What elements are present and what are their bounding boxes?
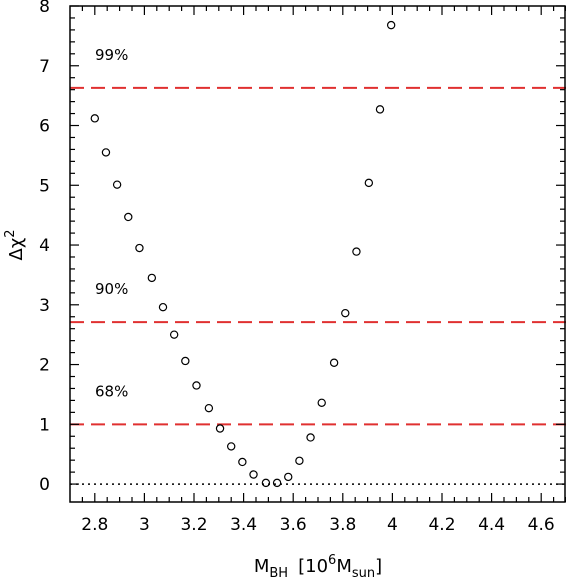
y-tick-label: 8: [39, 0, 50, 17]
y-axis-title: Δχ2: [3, 230, 27, 261]
y-tick-label: 0: [39, 475, 50, 495]
data-point: [238, 457, 247, 467]
data-point: [158, 302, 168, 312]
data-point: [181, 356, 190, 366]
x-tick-label: 4.4: [478, 515, 505, 535]
y-tick-label: 4: [39, 236, 50, 256]
data-point: [329, 358, 339, 367]
x-axis: 2.8 3 3.2 3.4 3.6 3.8 4 4.2 4.4 4.6: [81, 6, 566, 535]
confidence-labels: 68% 90% 99%: [95, 46, 128, 400]
data-point: [101, 148, 111, 157]
y-tick-label: 3: [39, 296, 50, 316]
data-point: [226, 442, 236, 451]
data-point: [249, 470, 258, 479]
data-point: [261, 478, 271, 488]
data-point: [306, 433, 315, 442]
x-tick-label: 3.2: [180, 515, 207, 535]
confidence-label-68: 68%: [95, 382, 128, 400]
data-point: [135, 243, 144, 253]
x-tick-label: 3.8: [329, 515, 356, 535]
x-tick-label: 2.8: [81, 515, 108, 535]
data-point: [169, 330, 179, 339]
data-point: [112, 180, 122, 189]
data-point: [341, 308, 350, 318]
y-tick-label: 2: [39, 356, 50, 376]
data-point: [317, 398, 326, 407]
data-point: [386, 20, 396, 30]
x-tick-label: 3.4: [230, 515, 257, 535]
y-tick-label: 5: [39, 176, 50, 196]
x-tick-label: 3.6: [280, 515, 307, 535]
data-point: [284, 472, 293, 482]
data-point: [352, 247, 361, 256]
data-point: [204, 403, 214, 413]
x-tick-label: 4.2: [428, 515, 455, 535]
data-point: [295, 456, 304, 465]
confidence-label-90: 90%: [95, 280, 128, 298]
x-tick-label: 3: [139, 515, 150, 535]
y-tick-label: 7: [39, 57, 50, 77]
data-point: [364, 178, 374, 188]
data-point: [272, 478, 282, 488]
y-tick-label: 1: [39, 415, 50, 435]
data-point: [147, 273, 157, 283]
data-point: [124, 212, 133, 222]
data-points: [90, 20, 396, 488]
reference-lines: [70, 86, 566, 485]
x-axis-title: MBH [106Msun]: [254, 553, 382, 580]
y-tick-label: 6: [39, 117, 50, 137]
x-tick-label: 4.6: [528, 515, 555, 535]
confidence-label-99: 99%: [95, 46, 128, 64]
data-point: [215, 424, 225, 433]
data-point: [90, 114, 100, 123]
data-point: [375, 105, 385, 114]
data-point: [192, 381, 201, 390]
y-axis: 0 1 2 3 4 5 6 7 8: [39, 0, 565, 495]
x-tick-label: 4: [387, 515, 398, 535]
